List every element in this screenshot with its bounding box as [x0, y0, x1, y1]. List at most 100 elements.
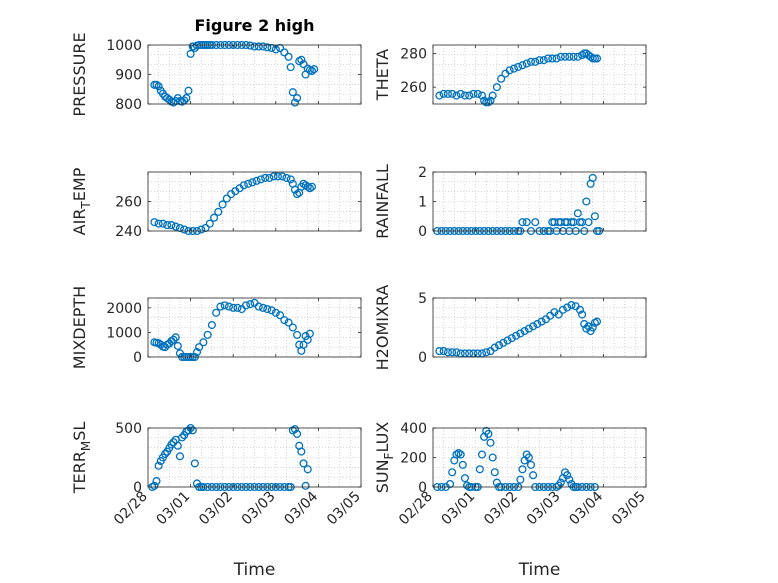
data-point — [299, 60, 308, 69]
axis-label-part: SL — [70, 422, 89, 441]
data-point — [443, 89, 452, 98]
data-point — [529, 322, 538, 331]
y-tick-label: 0 — [418, 350, 427, 366]
data-point — [297, 55, 306, 64]
data-point — [154, 461, 163, 470]
y-tick-label: 280 — [400, 46, 427, 62]
data-point — [284, 52, 293, 61]
data-point — [288, 323, 297, 332]
data-point — [250, 42, 259, 51]
data-point — [486, 438, 495, 447]
data-point — [526, 460, 536, 469]
data-point — [584, 218, 593, 227]
data-point — [590, 212, 599, 221]
subplot-1: 800 900 1000 PRESSURE — [70, 32, 362, 117]
axes-box — [147, 427, 362, 488]
x-tick-label: 03/03 — [524, 489, 564, 529]
data-point — [535, 56, 544, 65]
data-point — [435, 347, 444, 356]
series-markers — [435, 301, 602, 358]
axis-label-part: AIR — [70, 209, 89, 236]
data-point — [490, 343, 499, 352]
axis-label-part: EMP — [70, 167, 89, 201]
data-point — [203, 330, 212, 339]
data-point — [439, 89, 448, 98]
data-point — [152, 477, 161, 486]
data-point — [477, 450, 487, 459]
data-point — [561, 52, 570, 61]
data-point — [524, 453, 533, 462]
data-point — [507, 334, 516, 343]
data-point — [244, 179, 253, 188]
data-point — [445, 479, 455, 489]
y-axis-label: AIRTEMP — [70, 167, 93, 235]
data-point — [439, 347, 448, 356]
x-axis-label: Time — [518, 560, 561, 580]
data-point — [522, 59, 531, 68]
data-point — [269, 172, 278, 181]
data-point — [516, 475, 525, 484]
data-point — [188, 426, 197, 435]
data-point — [271, 308, 280, 317]
data-point — [276, 311, 285, 320]
data-point — [567, 301, 576, 310]
plot-area — [433, 428, 646, 487]
grid — [433, 428, 646, 487]
x-tick-label: 02/28 — [111, 489, 151, 529]
data-point — [224, 302, 233, 311]
data-point — [252, 176, 261, 185]
data-point — [178, 433, 187, 442]
data-point — [514, 62, 523, 71]
data-point — [290, 425, 300, 434]
data-point — [558, 305, 567, 314]
data-point — [533, 319, 542, 329]
y-tick-label: 1000 — [106, 325, 142, 341]
data-point — [307, 66, 317, 76]
x-tick-label: 03/01 — [154, 489, 194, 529]
y-tick-label: 900 — [115, 68, 142, 84]
data-point — [573, 209, 582, 218]
data-point — [556, 52, 565, 61]
data-point — [477, 91, 487, 100]
data-point — [569, 52, 578, 61]
series-markers — [150, 298, 314, 362]
data-point — [263, 305, 272, 314]
y-tick-label: 500 — [115, 421, 142, 437]
grid — [148, 45, 361, 104]
data-point — [452, 348, 461, 357]
data-point — [448, 348, 457, 357]
data-point — [293, 190, 302, 199]
data-point — [273, 172, 282, 181]
grid — [433, 172, 646, 231]
x-tick-label: 03/03 — [239, 489, 279, 529]
data-point — [286, 175, 295, 184]
data-point — [469, 89, 478, 98]
data-point — [303, 465, 312, 474]
data-point — [584, 322, 593, 331]
data-point — [154, 219, 163, 228]
data-point — [261, 173, 270, 182]
data-point — [565, 475, 574, 484]
x-tick-label: 03/05 — [324, 489, 364, 529]
data-point — [175, 452, 185, 461]
axis-label-subscript: M — [79, 441, 93, 451]
data-point — [263, 43, 272, 52]
axis-label-part: TERR — [70, 451, 89, 494]
data-point — [280, 48, 289, 57]
data-point — [499, 338, 508, 347]
data-point — [209, 213, 219, 222]
data-point — [460, 91, 470, 100]
data-point — [509, 64, 518, 73]
y-tick-label: 240 — [115, 224, 142, 240]
x-tick-label: 03/04 — [566, 488, 606, 528]
data-point — [299, 340, 308, 349]
y-tick-label: 0 — [418, 480, 427, 496]
data-point — [267, 306, 276, 315]
data-point — [290, 98, 300, 107]
data-point — [473, 89, 482, 98]
data-point — [484, 98, 493, 107]
y-tick-label: 200 — [400, 451, 427, 467]
data-point — [490, 468, 499, 477]
y-tick-label: 1 — [418, 195, 427, 211]
